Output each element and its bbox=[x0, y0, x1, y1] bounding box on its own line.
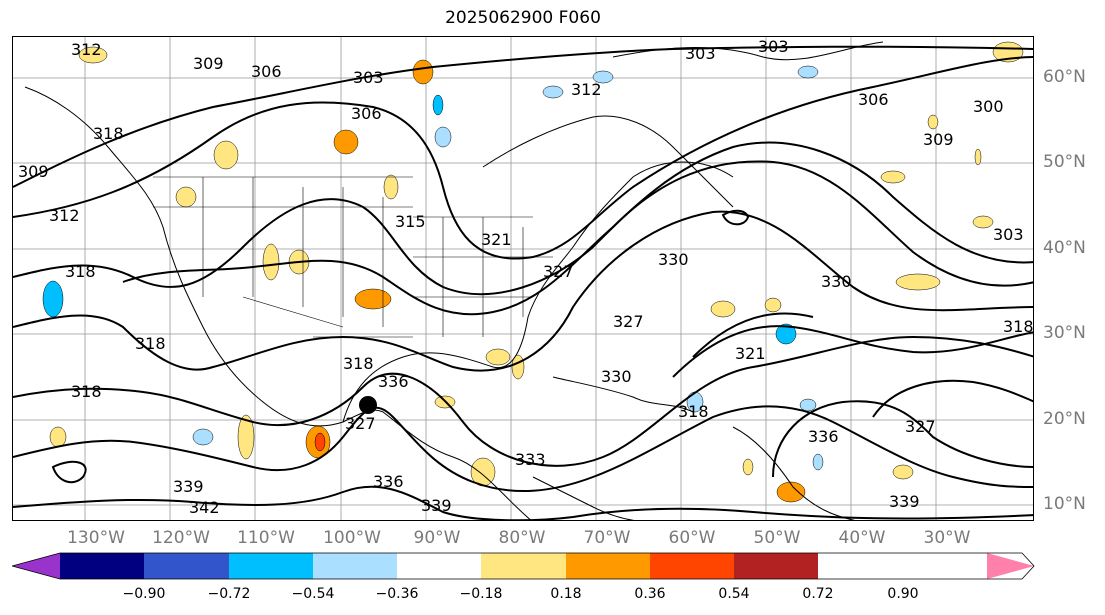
colorbar-segment bbox=[313, 553, 397, 579]
colorbar-segment bbox=[60, 553, 144, 579]
contour-label: 306 bbox=[351, 104, 382, 123]
colorbar-tick: 0.72 bbox=[802, 586, 834, 602]
colorbar-tick: 0.36 bbox=[634, 586, 666, 602]
contour-label: 321 bbox=[735, 344, 766, 363]
colorbar-tick: 0.90 bbox=[887, 586, 919, 602]
contour-label: 342 bbox=[189, 498, 220, 517]
graticule bbox=[13, 37, 1033, 520]
contour-label: 336 bbox=[378, 372, 409, 391]
colorbar-segment bbox=[481, 553, 566, 579]
contour-label: 309 bbox=[18, 162, 49, 181]
lat-label-50n: 50°N bbox=[1043, 152, 1086, 172]
contour-label: 312 bbox=[71, 40, 102, 59]
contour-label: 306 bbox=[858, 90, 889, 109]
height-contours bbox=[13, 45, 1033, 520]
lon-label-110w: 110°W bbox=[237, 528, 295, 548]
contour-label: 339 bbox=[173, 477, 204, 496]
map-canvas: 312 309 306 303 306 303 303 312 306 309 … bbox=[13, 37, 1034, 520]
colorbar-tick: −0.36 bbox=[375, 586, 419, 602]
lon-label-50w: 50°W bbox=[753, 528, 801, 548]
contour-label: 318 bbox=[678, 402, 709, 421]
lat-label-60n: 60°N bbox=[1043, 67, 1086, 87]
contour-label: 318 bbox=[135, 334, 166, 353]
lon-label-70w: 70°W bbox=[583, 528, 631, 548]
low-center-marker bbox=[359, 396, 377, 414]
colorbar-tick: 0.18 bbox=[550, 586, 582, 602]
colorbar bbox=[12, 552, 1035, 580]
contour-label: 318 bbox=[71, 382, 102, 401]
contour-label: 303 bbox=[353, 68, 384, 87]
contour-label: 309 bbox=[923, 130, 954, 149]
colorbar-tick: −0.72 bbox=[207, 586, 251, 602]
colorbar-segment bbox=[650, 553, 734, 579]
contour-label: 303 bbox=[993, 225, 1024, 244]
colorbar-segments bbox=[12, 553, 1034, 579]
lat-label-40n: 40°N bbox=[1043, 238, 1086, 258]
colorbar-segment bbox=[734, 553, 818, 579]
contour-label: 303 bbox=[685, 44, 716, 63]
colorbar-segment bbox=[987, 553, 1034, 579]
colorbar-segment bbox=[397, 553, 481, 579]
contour-label: 339 bbox=[889, 492, 920, 511]
contour-label: 327 bbox=[613, 312, 644, 331]
contour-label: 309 bbox=[193, 54, 224, 73]
lon-label-40w: 40°W bbox=[838, 528, 886, 548]
colorbar-segment bbox=[229, 553, 313, 579]
contour-label: 336 bbox=[373, 472, 404, 491]
lon-label-100w: 100°W bbox=[323, 528, 381, 548]
shaded-patches bbox=[42, 41, 1024, 503]
lon-label-80w: 80°W bbox=[498, 528, 546, 548]
lon-label-30w: 30°W bbox=[923, 528, 971, 548]
lon-label-130w: 130°W bbox=[67, 528, 125, 548]
contour-label: 312 bbox=[571, 80, 602, 99]
contour-label: 303 bbox=[758, 37, 789, 56]
contour-label: 312 bbox=[49, 206, 80, 225]
colorbar-tick: −0.54 bbox=[291, 586, 335, 602]
lon-label-60w: 60°W bbox=[668, 528, 716, 548]
plot-title: 2025062900 F060 bbox=[445, 8, 601, 28]
contour-label: 330 bbox=[658, 250, 689, 269]
contour-labels: 312 309 306 303 306 303 303 312 306 309 … bbox=[18, 37, 1034, 517]
contour-label: 306 bbox=[251, 62, 282, 81]
lon-label-120w: 120°W bbox=[152, 528, 210, 548]
contour-label: 327 bbox=[905, 417, 936, 436]
contour-label: 330 bbox=[601, 367, 632, 386]
contour-label: 327 bbox=[543, 262, 574, 281]
lat-label-10n: 10°N bbox=[1043, 494, 1086, 514]
map-panel: 312 309 306 303 306 303 303 312 306 309 … bbox=[12, 36, 1034, 521]
colorbar-tick: 0.54 bbox=[718, 586, 750, 602]
colorbar-segment bbox=[12, 553, 60, 579]
contour-label: 327 bbox=[345, 414, 376, 433]
contour-label: 333 bbox=[515, 450, 546, 469]
colorbar-segment bbox=[566, 553, 650, 579]
contour-label: 321 bbox=[481, 230, 512, 249]
lon-label-90w: 90°W bbox=[413, 528, 461, 548]
contour-label: 330 bbox=[821, 272, 852, 291]
lat-label-30n: 30°N bbox=[1043, 323, 1086, 343]
contour-label: 318 bbox=[343, 354, 374, 373]
contour-label: 336 bbox=[808, 427, 839, 446]
colorbar-segment bbox=[144, 553, 229, 579]
contour-label: 315 bbox=[395, 212, 426, 231]
contour-label: 318 bbox=[1003, 317, 1034, 336]
contour-label: 318 bbox=[93, 124, 124, 143]
lat-label-20n: 20°N bbox=[1043, 409, 1086, 429]
contour-label: 339 bbox=[421, 496, 452, 515]
coastlines bbox=[24, 41, 884, 520]
colorbar-tick: −0.90 bbox=[122, 586, 166, 602]
contour-label: 300 bbox=[973, 97, 1004, 116]
contour-label: 318 bbox=[65, 262, 96, 281]
colorbar-tick: −0.18 bbox=[459, 586, 503, 602]
